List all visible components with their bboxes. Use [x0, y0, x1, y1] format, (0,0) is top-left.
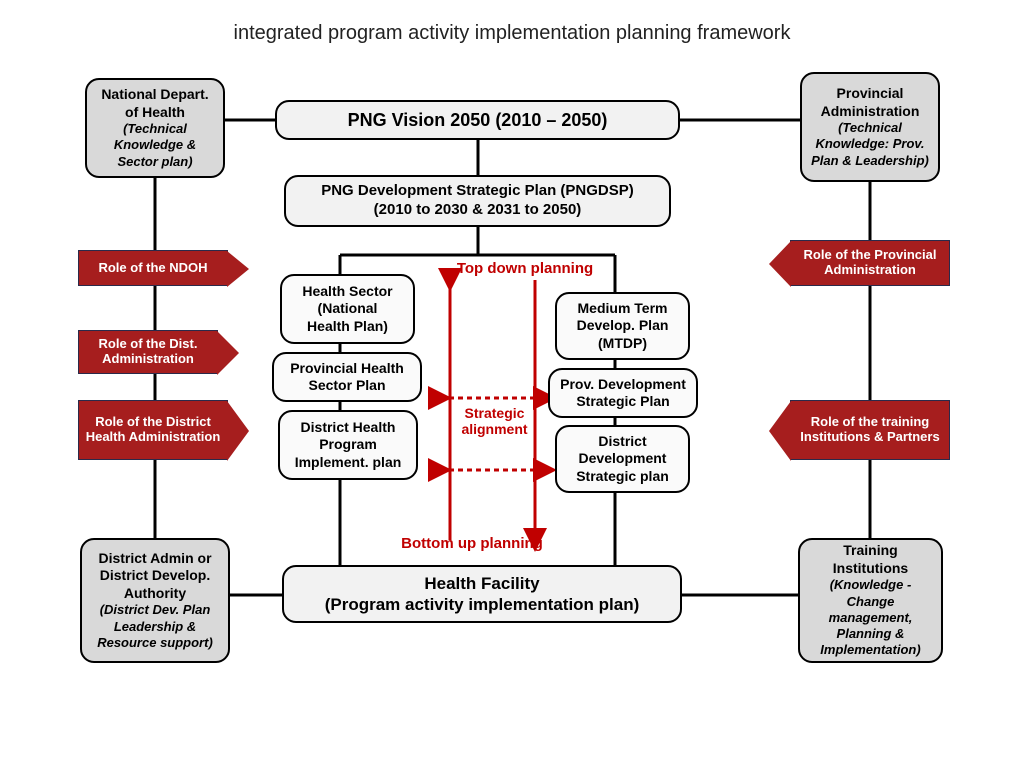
flow-bottom: Bottom up planning: [392, 535, 552, 552]
flow-mid: Strategic alignment: [452, 405, 537, 437]
corner-training-title: Training Institutions: [808, 542, 933, 577]
role-dist-health-label: Role of the District Health Administrati…: [85, 415, 221, 445]
corner-training-sub: (Knowledge - Change management, Planning…: [808, 577, 933, 658]
right-a-label: Medium Term Develop. Plan (MTDP): [577, 300, 669, 353]
corner-ndoh-title: National Depart. of Health: [95, 86, 215, 121]
left-a-label: Health Sector (National Health Plan): [302, 283, 392, 336]
role-prov-admin: Role of the Provincial Administration: [790, 240, 950, 286]
role-prov-admin-label: Role of the Provincial Administration: [797, 248, 943, 278]
corner-district-sub: (District Dev. Plan Leadership & Resourc…: [90, 602, 220, 651]
right-c: District Development Strategic plan: [555, 425, 690, 493]
right-b-label: Prov. Development Strategic Plan: [560, 376, 686, 411]
right-a: Medium Term Develop. Plan (MTDP): [555, 292, 690, 360]
left-b: Provincial Health Sector Plan: [272, 352, 422, 402]
left-b-label: Provincial Health Sector Plan: [290, 360, 404, 395]
corner-ndoh: National Depart. of Health (Technical Kn…: [85, 78, 225, 178]
health-facility-label: Health Facility (Program activity implem…: [325, 573, 640, 616]
role-training: Role of the training Institutions & Part…: [790, 400, 950, 460]
corner-training: Training Institutions (Knowledge - Chang…: [798, 538, 943, 663]
corner-district-title: District Admin or District Develop. Auth…: [90, 550, 220, 603]
health-facility-box: Health Facility (Program activity implem…: [282, 565, 682, 623]
page-title: integrated program activity implementati…: [0, 0, 1024, 45]
role-dist-admin: Role of the Dist. Administration: [78, 330, 218, 374]
vision-box: PNG Vision 2050 (2010 – 2050): [275, 100, 680, 140]
pngdsp-box: PNG Development Strategic Plan (PNGDSP) …: [284, 175, 671, 227]
right-b: Prov. Development Strategic Plan: [548, 368, 698, 418]
right-c-label: District Development Strategic plan: [576, 433, 669, 486]
role-ndoh-label: Role of the NDOH: [98, 261, 207, 276]
corner-ndoh-sub: (Technical Knowledge & Sector plan): [95, 121, 215, 170]
left-a: Health Sector (National Health Plan): [280, 274, 415, 344]
vision-label: PNG Vision 2050 (2010 – 2050): [348, 109, 608, 132]
pngdsp-label: PNG Development Strategic Plan (PNGDSP) …: [321, 182, 634, 220]
role-dist-admin-label: Role of the Dist. Administration: [85, 337, 211, 367]
role-dist-health: Role of the District Health Administrati…: [78, 400, 228, 460]
role-training-label: Role of the training Institutions & Part…: [797, 415, 943, 445]
corner-prov: Provincial Administration (Technical Kno…: [800, 72, 940, 182]
left-c-label: District Health Program Implement. plan: [295, 419, 402, 472]
left-c: District Health Program Implement. plan: [278, 410, 418, 480]
corner-prov-sub: (Technical Knowledge: Prov. Plan & Leade…: [810, 120, 930, 169]
role-ndoh: Role of the NDOH: [78, 250, 228, 286]
flow-top: Top down planning: [450, 260, 600, 277]
corner-prov-title: Provincial Administration: [810, 85, 930, 120]
corner-district: District Admin or District Develop. Auth…: [80, 538, 230, 663]
